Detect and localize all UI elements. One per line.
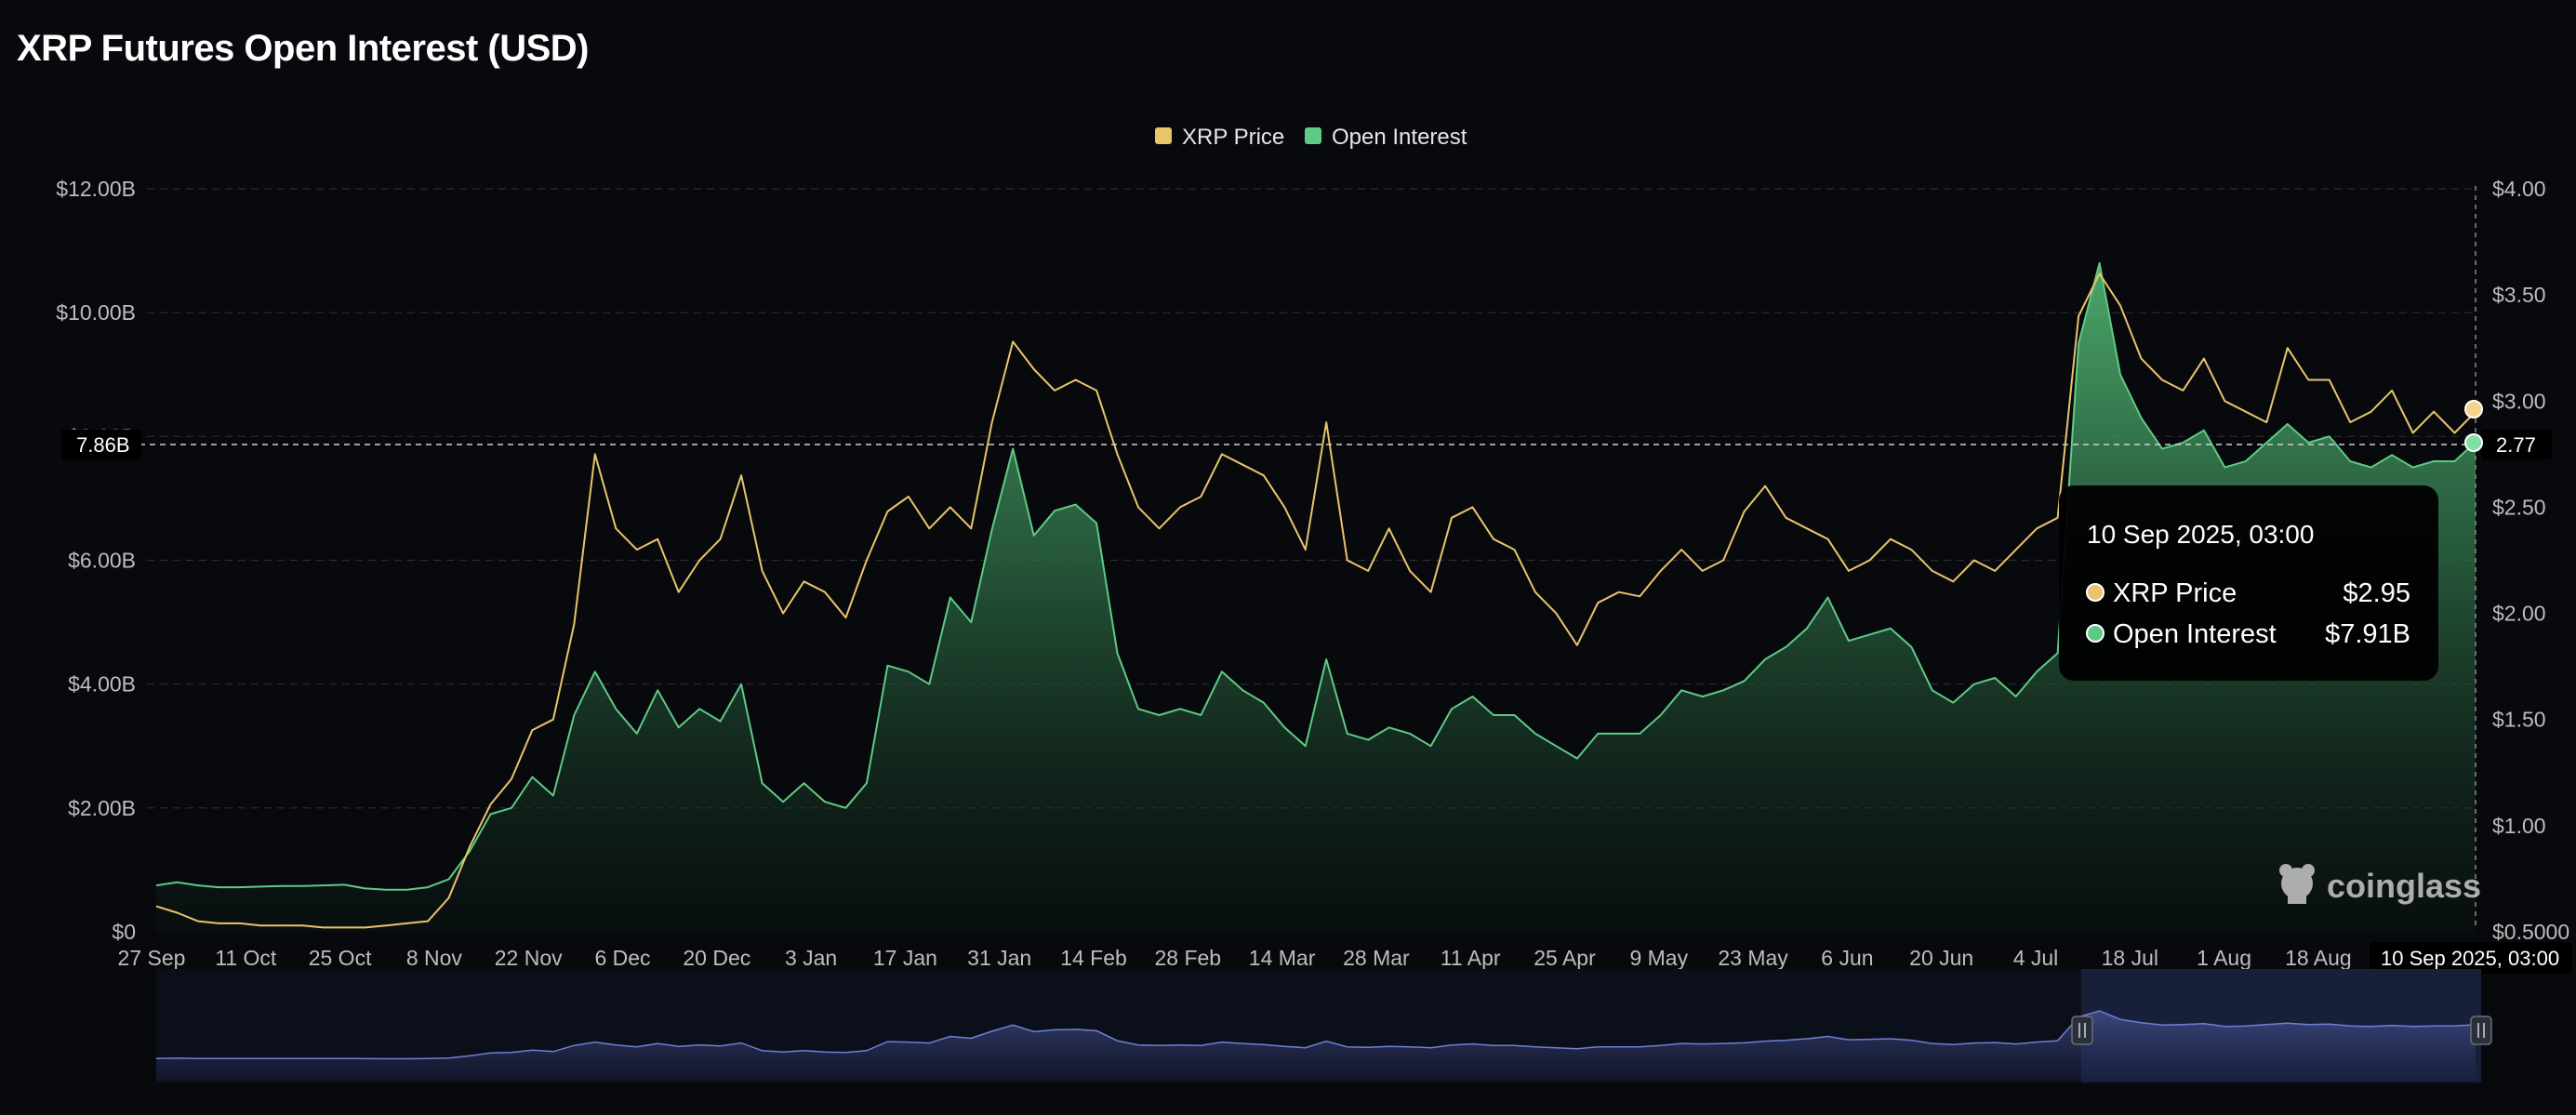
crosshair-left-label: 7.86B [76,433,130,457]
open-interest-line [155,261,2476,891]
x-tick-label: 31 Jan [967,946,1031,970]
x-tick-label: 25 Apr [1534,946,1596,970]
y-left-tick-label: $6.00B [68,549,136,573]
x-tick-label: 14 Mar [1249,946,1316,970]
x-tick-label: 28 Mar [1343,946,1410,970]
chart-title: XRP Futures Open Interest (USD) [17,28,589,69]
crosshair-left-badge [61,430,141,459]
legend-label-open-interest: Open Interest [1332,125,1467,150]
xrp-price-line [155,272,2476,929]
x-tick-label: 28 Feb [1154,946,1221,970]
y-right-tick-label: $1.00 [2492,814,2546,838]
navigator-line [155,1010,2476,1060]
range-navigator[interactable] [155,969,2492,1082]
x-tick-label: 20 Jun [1909,946,1973,970]
x-tick-label: 23 May [1718,946,1788,970]
y-right-tick-label: $1.50 [2492,708,2546,732]
y-left-tick-label: $12.00B [56,177,136,201]
navigator-area [156,1011,2476,1081]
open-interest-area [156,262,2476,932]
crosshair: 7.86B 2.77 10 Sep 2025, 03:00 [61,186,2572,974]
y-left-tick-label: $10.00B [56,300,136,325]
crosshair-right-label: 2.77 [2496,433,2536,457]
crosshair-date-label: 10 Sep 2025, 03:00 [2381,947,2559,970]
x-tick-label: 25 Oct [309,946,372,970]
coinglass-watermark: coinglass [2279,864,2481,905]
x-tick-label: 14 Feb [1060,946,1127,970]
y-left-tick-label: $2.00B [68,796,136,820]
y-right-tick-label: $3.00 [2492,389,2546,413]
crosshair-date-badge [2370,942,2572,974]
x-tick-label: 20 Dec [683,946,750,970]
price-marker [2464,400,2483,418]
x-tick-label: 11 Apr [1441,946,1501,970]
tooltip: 10 Sep 2025, 03:00 XRP Price $2.95 Open … [2059,485,2438,681]
tooltip-dot-open-interest [2086,624,2105,643]
x-tick-label: 8 Nov [406,946,463,970]
navigator-right-handle[interactable] [2470,1015,2492,1045]
coinglass-logo-icon [2279,864,2315,904]
y-right-tick-label: $3.50 [2492,283,2546,307]
plot-area [155,261,2476,932]
navigator-series [155,1010,2476,1081]
watermark-text: coinglass [2327,867,2481,905]
tooltip-label-open-interest: Open Interest [2113,619,2277,649]
x-tick-label: 4 Jul [2013,946,2059,970]
legend[interactable]: XRP Price Open Interest [1155,125,1467,150]
x-tick-label: 6 Dec [594,946,650,970]
x-tick-label: 18 Aug [2285,946,2352,970]
tooltip-date: 10 Sep 2025, 03:00 [2087,520,2314,549]
tooltip-label-xrp-price: XRP Price [2113,578,2237,608]
legend-item-open-interest[interactable]: Open Interest [1305,125,1467,150]
y-right-tick-label: $2.50 [2492,495,2546,519]
x-tick-label: 18 Jul [2102,946,2158,970]
navigator-left-handle[interactable] [2071,1015,2093,1045]
y-right-tick-label: $0.5000 [2492,920,2569,944]
y-right-tick-label: $4.00 [2492,177,2546,201]
legend-item-xrp-price[interactable]: XRP Price [1155,125,1284,150]
x-tick-label: 6 Jun [1821,946,1873,970]
legend-swatch-xrp-price [1155,127,1172,144]
x-tick-label: 17 Jan [873,946,937,970]
tooltip-dot-xrp-price [2086,583,2105,602]
tooltip-value-open-interest: $7.91B [2325,619,2410,649]
crosshair-right-badge [2481,430,2552,459]
x-tick-label: 22 Nov [495,946,563,970]
axes: $0$2.00B$4.00B$6.00B$8.00B$10.00B$12.00B… [56,177,2569,970]
y-left-tick-label: $0 [112,920,136,944]
x-tick-label: 3 Jan [785,946,837,970]
legend-label-xrp-price: XRP Price [1182,125,1284,150]
y-left-tick-label: $4.00B [68,672,136,697]
x-tick-label: 1 Aug [2197,946,2251,970]
tooltip-value-xrp-price: $2.95 [2343,578,2410,608]
tooltip-box [2059,485,2438,681]
oi-marker [2464,433,2483,452]
y-right-tick-label: $2.00 [2492,602,2546,626]
x-tick-label: 11 Oct [215,946,277,970]
x-tick-label: 9 May [1629,946,1688,970]
legend-swatch-open-interest [1305,127,1321,144]
x-tick-label: 27 Sep [118,946,186,970]
